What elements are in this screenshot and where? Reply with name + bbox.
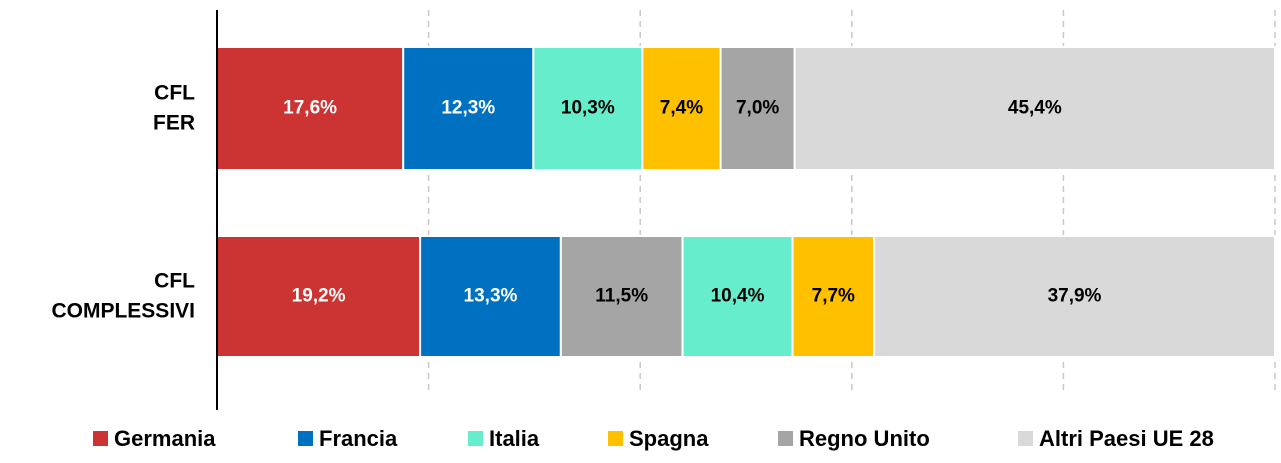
bar-segment bbox=[216, 235, 422, 358]
legend-swatch bbox=[1018, 431, 1033, 446]
bar-segment bbox=[681, 235, 794, 358]
value-label: 7,7% bbox=[812, 286, 855, 307]
value-label: 7,4% bbox=[660, 98, 703, 119]
value-label: 45,4% bbox=[1008, 98, 1062, 119]
legend-label: Germania bbox=[114, 426, 216, 451]
value-label: 37,9% bbox=[1048, 286, 1102, 307]
value-label: 13,3% bbox=[464, 286, 518, 307]
bar-segment bbox=[559, 235, 684, 358]
bar-segment bbox=[791, 235, 876, 358]
value-label: 19,2% bbox=[292, 286, 346, 307]
bar-segment bbox=[402, 46, 535, 171]
value-label: 12,3% bbox=[441, 98, 495, 119]
legend-swatch bbox=[93, 431, 108, 446]
legend-swatch bbox=[778, 431, 793, 446]
category-label: CFL COMPLESSIVI bbox=[51, 269, 195, 322]
legend-swatch bbox=[298, 431, 313, 446]
bar-segment bbox=[419, 235, 562, 358]
category-label: CFL FER bbox=[153, 81, 195, 134]
legend-label: Regno Unito bbox=[799, 426, 930, 451]
value-label: 17,6% bbox=[283, 98, 337, 119]
value-label: 11,5% bbox=[595, 286, 648, 307]
legend-swatch bbox=[468, 431, 483, 446]
value-label: 7,0% bbox=[736, 98, 779, 119]
value-label: 10,4% bbox=[711, 286, 765, 307]
legend-label: Spagna bbox=[629, 426, 709, 451]
value-label: 10,3% bbox=[561, 98, 615, 119]
bar-segment bbox=[641, 46, 722, 171]
legend-label: Francia bbox=[319, 426, 398, 451]
legend-label: Italia bbox=[489, 426, 540, 451]
legend-label: Altri Paesi UE 28 bbox=[1039, 426, 1214, 451]
bar-segment bbox=[793, 46, 1277, 171]
bar-segment bbox=[873, 235, 1276, 358]
legend-swatch bbox=[608, 431, 623, 446]
bar-segment bbox=[532, 46, 644, 171]
